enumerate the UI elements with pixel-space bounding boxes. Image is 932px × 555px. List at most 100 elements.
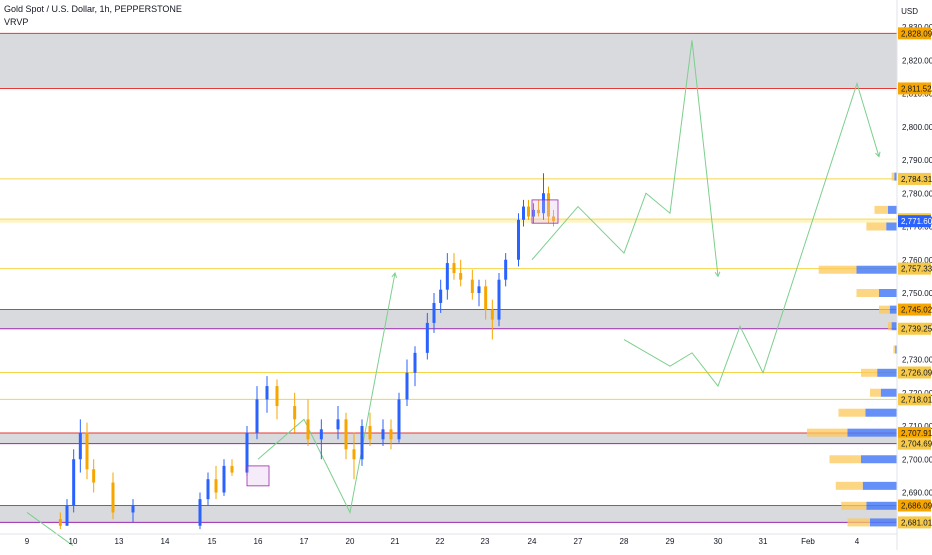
candle-body[interactable] <box>552 216 555 222</box>
y-tick-label: 2,790.00 <box>902 156 932 165</box>
candle-body[interactable] <box>439 289 443 303</box>
candle-body[interactable] <box>504 259 508 280</box>
candle-body[interactable] <box>542 193 545 214</box>
candle-body[interactable] <box>484 286 488 310</box>
consolidation-box[interactable] <box>246 465 270 487</box>
vp-down-bar <box>847 518 870 527</box>
candle-body[interactable] <box>532 209 535 217</box>
zone-rect[interactable] <box>0 432 897 444</box>
candle-body[interactable] <box>131 505 135 513</box>
projection-path[interactable] <box>26 512 74 547</box>
projection-path[interactable] <box>257 272 396 515</box>
candle-body[interactable] <box>368 426 372 440</box>
candle-body[interactable] <box>522 206 525 220</box>
candle-body[interactable] <box>222 465 226 493</box>
candle-body[interactable] <box>477 286 481 293</box>
candle-body[interactable] <box>214 479 218 493</box>
candle-body[interactable] <box>111 482 115 513</box>
candle-body[interactable] <box>470 279 474 293</box>
candle-body[interactable] <box>452 263 456 274</box>
price-level-label: 2,707.91 <box>901 429 932 438</box>
candle-body[interactable] <box>293 406 297 420</box>
candle-body[interactable] <box>336 419 340 430</box>
candle-body[interactable] <box>306 419 310 440</box>
candle-body[interactable] <box>230 465 234 473</box>
candle-body[interactable] <box>245 432 249 473</box>
candle-body[interactable] <box>206 479 210 500</box>
candle-body[interactable] <box>432 302 436 323</box>
vp-down-bar <box>829 455 861 464</box>
price-level-label: 2,704.69 <box>901 440 932 449</box>
candle-body[interactable] <box>92 469 96 483</box>
currency-label[interactable]: USD <box>901 7 918 16</box>
candle-body[interactable] <box>405 372 409 400</box>
price-level-label: 2,757.33 <box>901 265 932 274</box>
candle-body[interactable] <box>445 263 449 290</box>
indicator-label[interactable]: VRVP <box>4 17 29 27</box>
x-tick-label: 28 <box>620 537 629 546</box>
candle-body[interactable] <box>198 499 202 526</box>
candle-body[interactable] <box>459 273 463 280</box>
price-level-tag[interactable] <box>898 366 931 379</box>
candle-body[interactable] <box>425 322 429 353</box>
price-level-tag[interactable] <box>898 82 931 95</box>
price-level-tag[interactable] <box>898 393 931 406</box>
x-tick-label: 4 <box>855 537 860 546</box>
candle-body[interactable] <box>319 429 323 440</box>
vp-down-bar <box>870 388 881 397</box>
zone-rect[interactable] <box>0 309 897 329</box>
candle-body[interactable] <box>275 386 279 407</box>
candle-body[interactable] <box>389 429 393 440</box>
x-tick-label: 24 <box>528 537 537 546</box>
price-level-tag[interactable] <box>898 516 931 529</box>
zone-rect[interactable] <box>0 505 897 523</box>
candle-body[interactable] <box>255 399 259 433</box>
price-level-tag[interactable] <box>898 437 931 450</box>
price-level-tag[interactable] <box>898 322 931 335</box>
candle-body[interactable] <box>58 519 62 526</box>
price-level-label: 2,718.01 <box>901 395 932 404</box>
candle-body[interactable] <box>85 432 89 470</box>
candle-body[interactable] <box>352 449 356 460</box>
price-level-tag[interactable] <box>898 215 931 228</box>
y-tick-label: 2,700.00 <box>902 455 932 464</box>
consolidation-box[interactable] <box>531 199 559 224</box>
x-tick-label: 14 <box>161 537 170 546</box>
candle-body[interactable] <box>360 426 364 460</box>
projection-path[interactable] <box>531 40 719 277</box>
vp-up-bar <box>865 408 897 417</box>
candle-body[interactable] <box>527 206 530 217</box>
candle-body[interactable] <box>397 399 401 440</box>
candle-body[interactable] <box>381 429 385 440</box>
price-level-tag[interactable] <box>898 426 931 439</box>
candle-body[interactable] <box>78 432 82 460</box>
x-tick-label: 22 <box>436 537 445 546</box>
price-level-tag[interactable] <box>898 303 931 316</box>
candle-body[interactable] <box>537 209 540 214</box>
vp-up-bar <box>879 289 897 297</box>
projection-arrowhead <box>391 272 398 278</box>
candle-body[interactable] <box>344 419 348 450</box>
price-level-label: 2,745.02 <box>901 306 932 315</box>
candle-body[interactable] <box>547 193 550 217</box>
candle-body[interactable] <box>490 309 494 320</box>
candle-body[interactable] <box>497 279 501 320</box>
x-tick-label: 27 <box>574 537 583 546</box>
projection-path[interactable] <box>623 81 880 388</box>
price-level-tag[interactable] <box>898 172 931 185</box>
candle-body[interactable] <box>265 386 269 400</box>
x-tick-label: 17 <box>300 537 309 546</box>
candle-body[interactable] <box>413 352 417 373</box>
price-level-tag[interactable] <box>898 27 931 40</box>
price-level-tag[interactable] <box>898 499 931 512</box>
zone-rect[interactable] <box>0 33 897 89</box>
candle-body[interactable] <box>517 219 520 260</box>
price-level-tag[interactable] <box>898 262 931 275</box>
candle-body[interactable] <box>72 459 76 506</box>
y-tick-label: 2,730.00 <box>902 356 932 365</box>
candle-body[interactable] <box>65 505 69 526</box>
vp-down-bar <box>888 322 892 331</box>
y-tick-label: 2,710.00 <box>902 422 932 431</box>
